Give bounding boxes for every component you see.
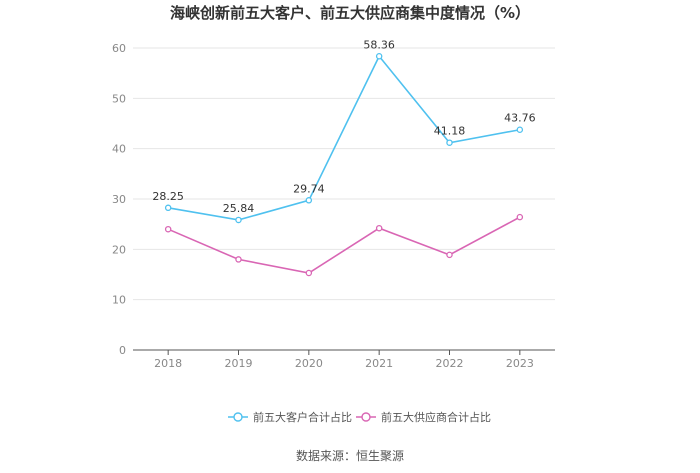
chart-title: 海峡创新前五大客户、前五大供应商集中度情况（%） [170, 4, 530, 22]
x-axis: 2018 2019 2020 2021 2022 2023 [133, 349, 555, 370]
data-point [235, 216, 242, 224]
legend-marker [361, 412, 371, 422]
data-point [235, 256, 242, 263]
gridlines [133, 47, 555, 301]
data-label: 25.84 [223, 202, 255, 215]
x-tick-label: 2018 [154, 357, 182, 370]
legend: 前五大客户合计占比 前五大供应商合计占比 [228, 410, 491, 424]
x-tick-label: 2021 [365, 357, 393, 370]
x-tick-label: 2022 [436, 357, 464, 370]
x-tick-label: 2020 [295, 357, 323, 370]
y-tick-label: 60 [112, 42, 126, 55]
y-tick-label: 40 [112, 143, 126, 156]
source-note: 数据来源：恒生聚源 [296, 448, 404, 463]
y-tick-label: 30 [112, 193, 126, 206]
y-tick-label: 0 [119, 344, 126, 357]
data-point [305, 269, 313, 277]
y-tick-label: 20 [112, 243, 126, 256]
series-group: 28.25 25.84 29.74 58.36 41.18 43.76 [152, 38, 536, 277]
data-point [516, 213, 524, 221]
y-tick-label: 10 [112, 294, 126, 307]
data-point [516, 126, 524, 133]
legend-label[interactable]: 前五大供应商合计占比 [381, 410, 491, 424]
y-axis: 0 10 20 30 40 50 60 [112, 42, 126, 357]
series-line-0 [168, 54, 520, 221]
data-point [305, 197, 313, 204]
data-label: 43.76 [504, 112, 536, 125]
data-label: 58.36 [363, 38, 395, 51]
data-label: 28.25 [152, 190, 184, 203]
data-point [375, 224, 383, 232]
data-point [164, 204, 172, 212]
data-point [446, 139, 453, 146]
x-tick-label: 2023 [506, 357, 534, 370]
y-tick-label: 50 [112, 92, 126, 105]
data-label: 41.18 [434, 125, 466, 138]
series-line-1 [167, 216, 521, 274]
data-point [446, 251, 453, 259]
data-point [375, 53, 383, 60]
legend-label[interactable]: 前五大客户合计占比 [253, 410, 352, 424]
data-label: 29.74 [293, 182, 325, 195]
x-tick-label: 2019 [225, 357, 253, 370]
data-point [164, 225, 172, 233]
legend-marker [233, 412, 243, 422]
